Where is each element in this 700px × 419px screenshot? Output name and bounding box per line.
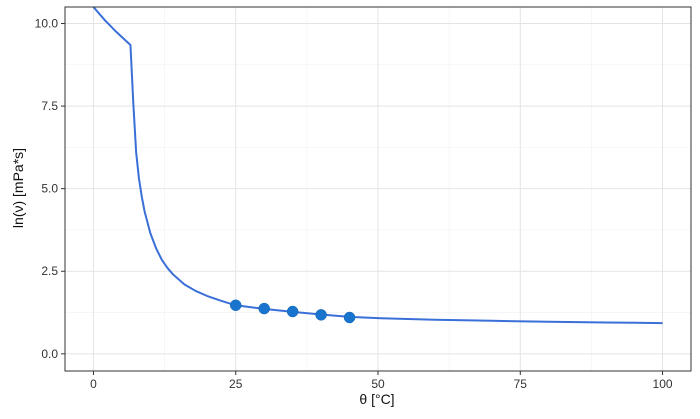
x-tick-label: 0 (90, 377, 97, 391)
data-point (258, 302, 270, 315)
axis-layer: 0 25 50 75 100 0.0 2.5 5.0 7.5 10.0 (35, 6, 692, 391)
y-axis-title: ln(ν) [mPa*s] (10, 148, 26, 228)
y-tick-label: 2.5 (41, 264, 58, 278)
y-tick-label: 10.0 (35, 17, 59, 31)
x-tick-label: 100 (653, 377, 673, 391)
series-group (92, 7, 663, 325)
data-point (343, 311, 356, 324)
x-tick-label: 75 (514, 377, 528, 391)
label-layer: θ [°C] ln(ν) [mPa*s] (10, 148, 395, 407)
viscosity-curve (92, 7, 663, 325)
data-point (229, 299, 242, 312)
x-tick-label: 25 (229, 377, 243, 391)
x-tick-label: 50 (371, 377, 385, 391)
x-axis-title: θ [°C] (359, 391, 394, 407)
y-tick-label: 5.0 (41, 182, 58, 196)
data-point (315, 309, 327, 321)
y-tick-label: 0.0 (41, 347, 58, 361)
y-tick-label: 7.5 (41, 99, 58, 113)
data-point (286, 305, 299, 318)
grid-layer (65, 7, 691, 371)
series-layer (92, 7, 663, 325)
